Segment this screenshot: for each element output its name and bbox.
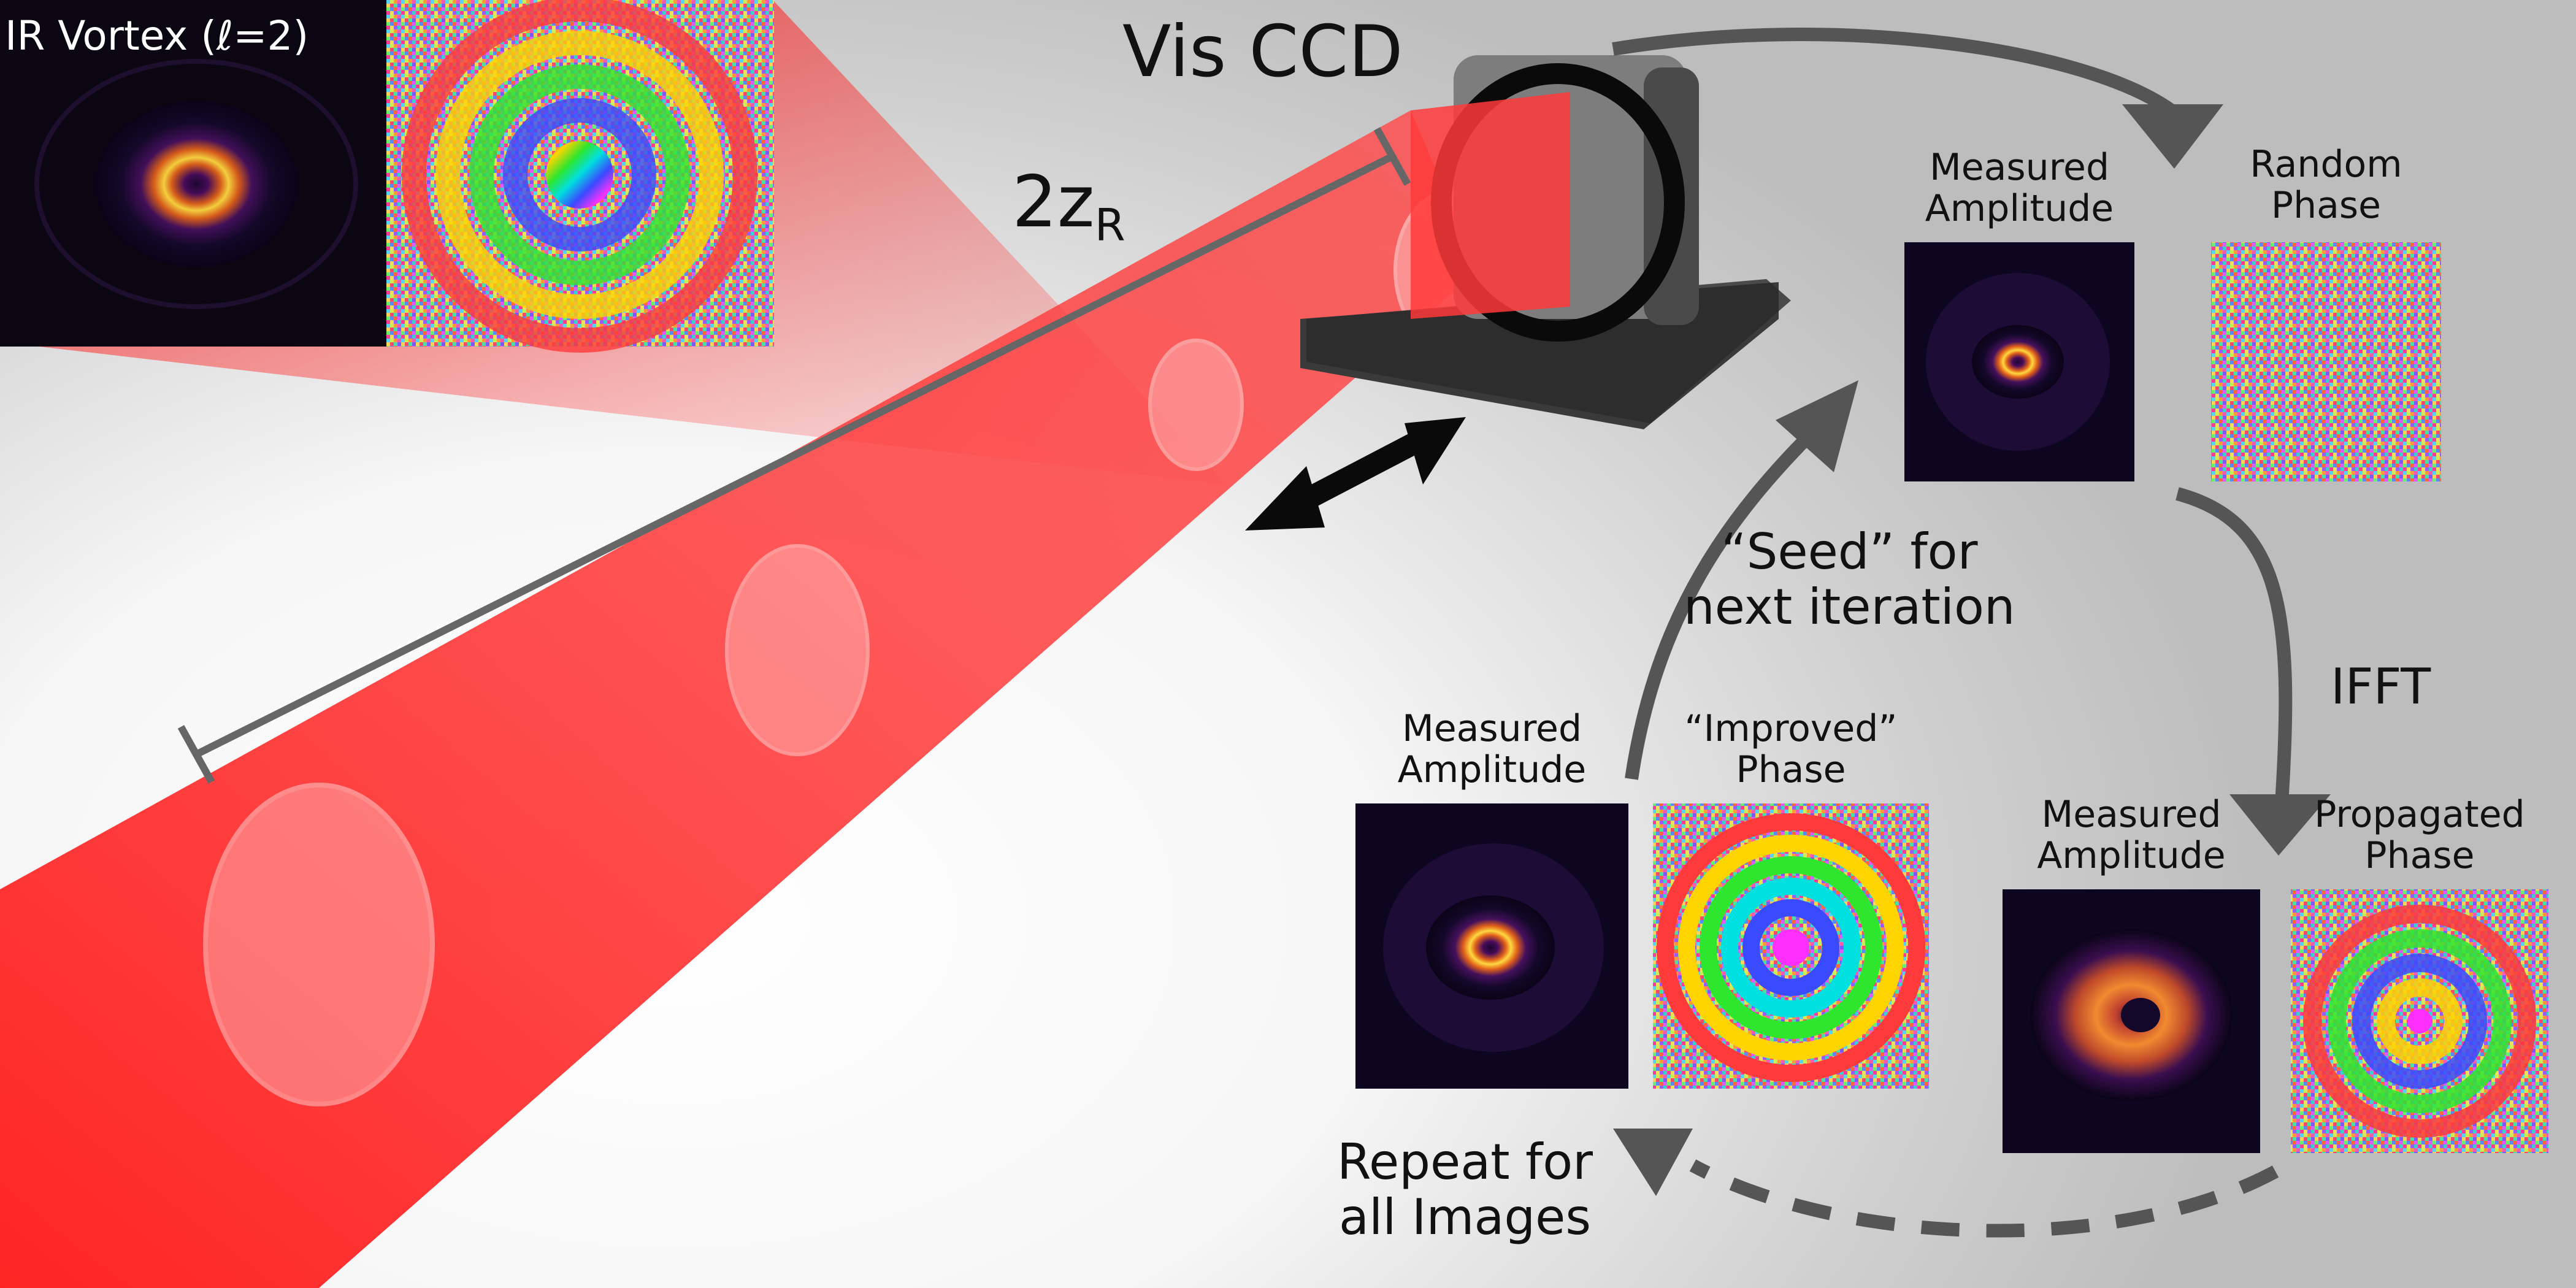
panel-left-phase-label: “Improved” Phase (1653, 708, 1929, 791)
repeat-label: Repeat for all Images (1337, 1135, 1593, 1244)
arrow-repeat (1689, 1159, 2279, 1238)
beam-cross-section (725, 544, 870, 756)
panel-right-amplitude-label-line2: Amplitude (2037, 834, 2226, 878)
ir-vortex-label: IR Vortex (ℓ=2) (5, 12, 309, 59)
panel-right-amplitude-label: Measured Amplitude (2003, 794, 2260, 876)
panel-left-amplitude-label: Measured Amplitude (1355, 708, 1628, 791)
beam-cross-section (1148, 339, 1244, 471)
panel-right-phase-label: Propagated Phase (2291, 794, 2548, 876)
panel-top-amplitude-label: Measured Amplitude (1904, 147, 2134, 229)
panel-left-phase-label-line2: Phase (1736, 748, 1846, 792)
panel-top-phase-label-line1: Random (2250, 143, 2402, 186)
panel-right-phase-label-line1: Propagated (2314, 793, 2525, 836)
panel-top-amplitude-label-line1: Measured (1929, 146, 2110, 189)
panel-right-phase-label-line2: Phase (2364, 834, 2475, 878)
ir-vortex-phase-image (386, 0, 774, 353)
vis-ccd-label: Vis CCD (1122, 10, 1403, 93)
arrow-top-to-ifft (2175, 487, 2293, 804)
laser-beam (0, 110, 1478, 1288)
beam-cross-section (203, 783, 435, 1106)
arrow-repeat-head (1613, 1129, 1693, 1196)
ir-vortex-amplitude-image (0, 0, 383, 347)
panel-right-amplitude-image (2003, 889, 2260, 1153)
ifft-label: IFFT (2331, 658, 2431, 715)
panel-left-amplitude-label-line1: Measured (1401, 707, 1582, 750)
translation-arrow (1245, 417, 1466, 531)
panel-top-amplitude-label-line2: Amplitude (1925, 187, 2114, 231)
panel-top-amplitude-image (1904, 242, 2134, 481)
flow-arrows (1612, 28, 2331, 1238)
panel-top-phase-image (2211, 242, 2441, 481)
seed-label: “Seed” for next iteration (1684, 524, 2015, 634)
panel-right-amplitude-label-line1: Measured (2041, 793, 2221, 836)
inset-zoom-cone (12, 0, 1227, 485)
arrow-ccd-to-top-head (2122, 104, 2223, 169)
repeat-label-line1: Repeat for (1337, 1133, 1593, 1190)
arrow-seed (1625, 424, 1820, 780)
panel-top-phase-label-line2: Phase (2271, 184, 2382, 228)
rayleigh-range-bar (177, 127, 1411, 784)
seed-label-line1: “Seed” for (1721, 523, 1978, 580)
rayleigh-range-main: 2z (1012, 161, 1095, 243)
ccd-camera (1300, 55, 1791, 429)
rayleigh-range-label: 2zR (1012, 163, 1125, 250)
arrow-seed-head (1776, 380, 1858, 472)
seed-label-line2: next iteration (1684, 578, 2015, 635)
arrow-top-to-ifft-head (2229, 794, 2331, 856)
panel-left-phase-label-line1: “Improved” (1684, 707, 1898, 750)
arrow-ccd-to-top (1612, 28, 2175, 116)
panel-right-phase-image (2291, 889, 2548, 1153)
repeat-label-line2: all Images (1338, 1188, 1592, 1246)
rayleigh-range-subscript: R (1094, 199, 1125, 251)
panel-left-phase-image (1653, 803, 1929, 1089)
panel-top-phase-label: Random Phase (2211, 144, 2441, 226)
panel-left-amplitude-label-line2: Amplitude (1397, 748, 1587, 792)
panel-left-amplitude-image (1355, 803, 1628, 1089)
beam-cross-sections (203, 188, 1514, 1106)
